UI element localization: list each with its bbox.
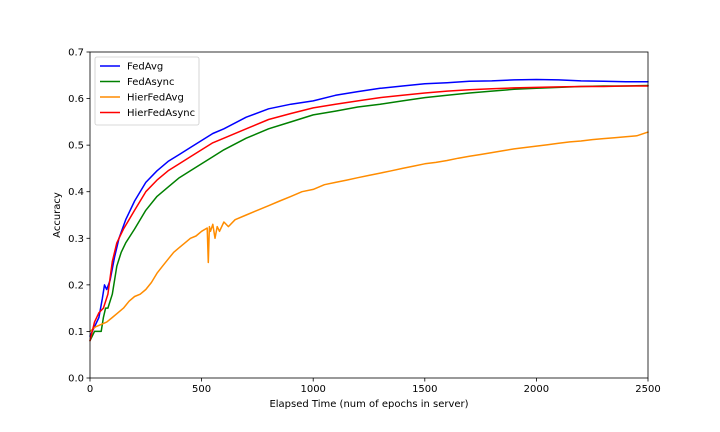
y-tick-label: 0.4 — [68, 187, 84, 198]
legend-label: FedAvg — [127, 62, 163, 73]
x-tick-label: 0 — [87, 384, 93, 395]
y-tick-label: 0.0 — [68, 374, 84, 385]
legend-box — [94, 56, 200, 126]
x-tick-label: 1500 — [412, 384, 437, 395]
x-tick-label: 500 — [192, 384, 211, 395]
y-tick-label: 0.3 — [68, 234, 84, 245]
y-tick-label: 0.6 — [68, 94, 84, 105]
legend: FedAvg FedAsync HierFedAvg HierFedAsync — [94, 56, 200, 126]
y-tick-label: 0.1 — [68, 327, 84, 338]
y-axis-ticks: 0.0 0.1 0.2 0.3 0.4 0.5 0.6 0.7 — [68, 48, 90, 385]
y-tick-label: 0.2 — [68, 280, 84, 291]
y-tick-label: 0.5 — [68, 141, 84, 152]
x-tick-label: 2000 — [524, 384, 549, 395]
y-tick-label: 0.7 — [68, 48, 84, 59]
x-axis-label: Elapsed Time (num of epochs in server) — [269, 399, 468, 410]
series-line-hierfedasync — [89, 85, 649, 342]
x-tick-label: 2500 — [635, 384, 660, 395]
legend-label: HierFedAsync — [127, 108, 195, 119]
plot-frame — [89, 51, 649, 379]
x-tick-label: 1000 — [300, 384, 325, 395]
series-line-fedasync — [89, 84, 649, 342]
y-axis-label: Accuracy — [52, 192, 63, 238]
series-line-hierfedavg — [89, 131, 649, 333]
legend-label: FedAsync — [127, 77, 175, 88]
x-axis-ticks: 0 500 1000 1500 2000 2500 — [87, 378, 661, 395]
series-layer — [89, 78, 649, 342]
legend-label: HierFedAvg — [127, 93, 184, 104]
